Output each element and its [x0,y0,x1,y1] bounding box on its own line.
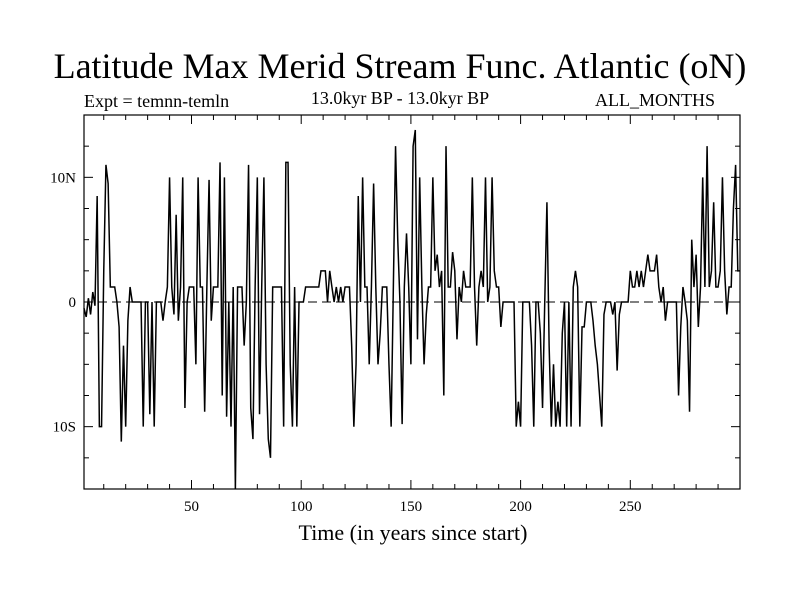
x-tick-label: 250 [619,499,642,515]
period-label: 13.0kyr BP - 13.0kyr BP [310,88,490,108]
tick-labels: 50 100 150 200 250 10S 0 10N [50,170,641,515]
axis-ticks [84,115,740,489]
x-tick-label: 200 [509,499,532,515]
experiment-label: Expt = temnn-temln [84,91,230,111]
x-axis-label: Time (in years since start) [298,520,528,545]
months-label: ALL_MONTHS [595,90,715,110]
y-tick-label: 10S [53,420,76,436]
series-line [83,129,740,490]
x-tick-label: 50 [184,499,199,515]
chart-title: Latitude Max Merid Stream Func. Atlantic… [53,46,747,86]
y-tick-label: 10N [50,170,76,186]
y-tick-label: 0 [69,295,77,311]
x-tick-label: 100 [290,499,313,515]
x-tick-label: 150 [400,499,423,515]
